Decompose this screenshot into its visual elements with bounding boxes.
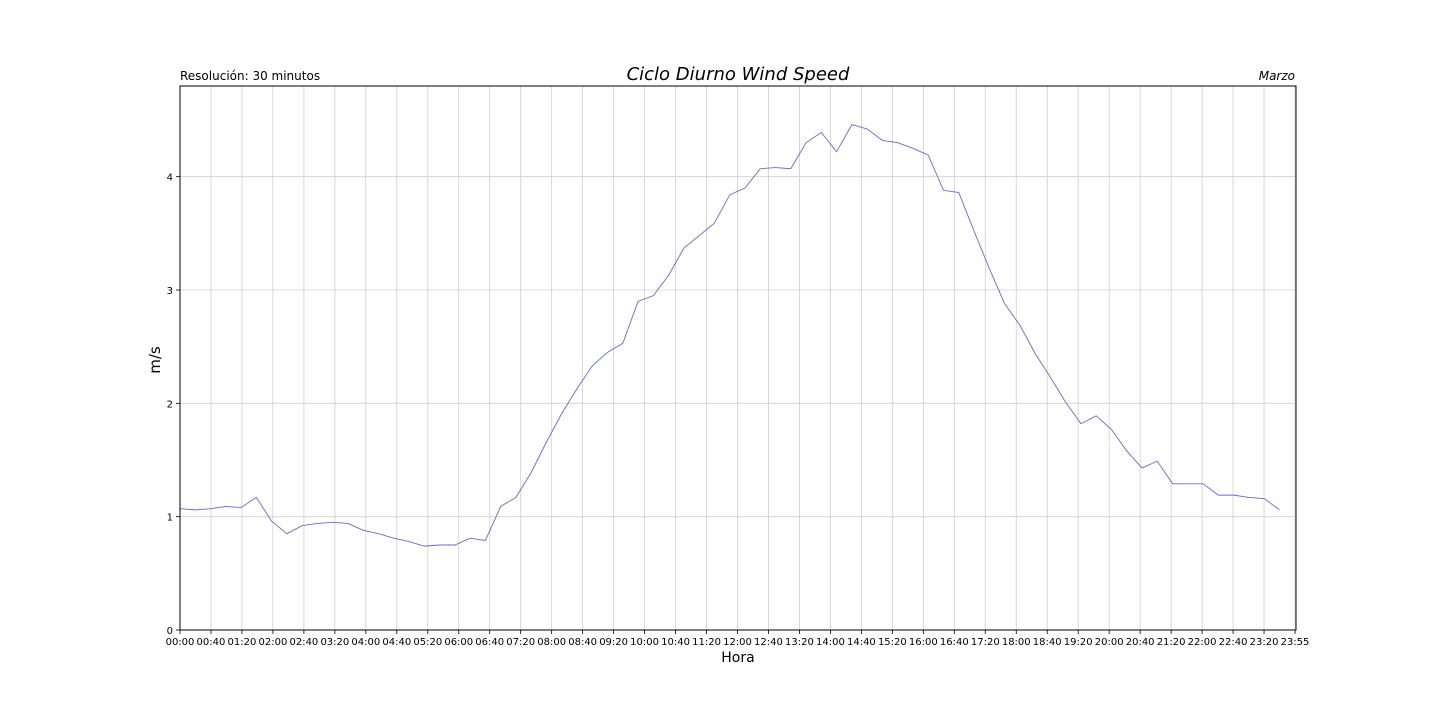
y-axis-ticks: 0 1 2 3 4 <box>167 173 180 637</box>
x-tick-label: 01:20 <box>228 637 257 648</box>
x-tick-label: 11:20 <box>692 637 721 648</box>
x-tick-label: 02:40 <box>289 637 318 648</box>
x-tick-label: 18:40 <box>1033 637 1062 648</box>
x-tick-label: 12:40 <box>754 637 783 648</box>
x-tick-label: 20:00 <box>1095 637 1124 648</box>
x-tick-label: 16:40 <box>940 637 969 648</box>
y-tick-label: 1 <box>167 513 173 524</box>
y-tick-label: 4 <box>167 173 173 184</box>
x-tick-label: 17:20 <box>971 637 1000 648</box>
x-tick-label: 13:20 <box>785 637 814 648</box>
x-axis-title: Hora <box>721 650 754 666</box>
x-tick-label: 16:00 <box>909 637 938 648</box>
x-tick-label: 23:20 <box>1250 637 1279 648</box>
y-tick-label: 2 <box>167 399 173 410</box>
x-tick-label: 00:00 <box>166 637 195 648</box>
x-tick-label: 06:00 <box>444 637 473 648</box>
x-tick-label: 18:00 <box>1002 637 1031 648</box>
x-tick-label: 10:00 <box>630 637 659 648</box>
x-tick-label: 00:40 <box>197 637 226 648</box>
x-tick-label: 14:00 <box>816 637 845 648</box>
x-tick-label: 20:40 <box>1126 637 1155 648</box>
x-tick-label: 19:20 <box>1064 637 1093 648</box>
y-gridlines <box>180 176 1296 631</box>
x-tick-label: 14:40 <box>847 637 876 648</box>
series-group <box>179 123 1280 547</box>
x-tick-label: 21:20 <box>1157 637 1186 648</box>
x-tick-label: 08:40 <box>568 637 597 648</box>
plot-frame <box>179 85 1297 631</box>
x-tick-label: 15:20 <box>878 637 907 648</box>
x-tick-label: 22:00 <box>1188 637 1217 648</box>
resolution-label: Resolución: 30 minutos <box>180 69 320 83</box>
y-axis-title: m/s <box>146 346 164 374</box>
x-axis-ticks: 00:00 00:40 01:20 02:00 02:40 03:20 04:00 04:40… <box>166 630 1310 648</box>
x-tick-label: 23:55 <box>1281 637 1310 648</box>
chart-title: Ciclo Diurno Wind Speed <box>627 64 850 85</box>
x-tick-label: 03:20 <box>320 637 349 648</box>
month-label: Marzo <box>1259 69 1295 83</box>
y-tick-label: 0 <box>167 626 173 637</box>
x-tick-label: 10:40 <box>661 637 690 648</box>
x-tick-label: 22:40 <box>1219 637 1248 648</box>
x-tick-label: 06:40 <box>475 637 504 648</box>
x-tick-label: 05:20 <box>413 637 442 648</box>
x-tick-label: 02:00 <box>259 637 288 648</box>
x-tick-label: 04:40 <box>382 637 411 648</box>
series-line <box>179 123 1280 547</box>
x-tick-label: 04:00 <box>351 637 380 648</box>
x-tick-label: 07:20 <box>506 637 535 648</box>
x-tick-label: 09:20 <box>599 637 628 648</box>
x-tick-label: 12:00 <box>723 637 752 648</box>
y-tick-label: 3 <box>167 286 173 297</box>
x-gridlines <box>179 86 1296 630</box>
x-tick-label: 08:00 <box>537 637 566 648</box>
